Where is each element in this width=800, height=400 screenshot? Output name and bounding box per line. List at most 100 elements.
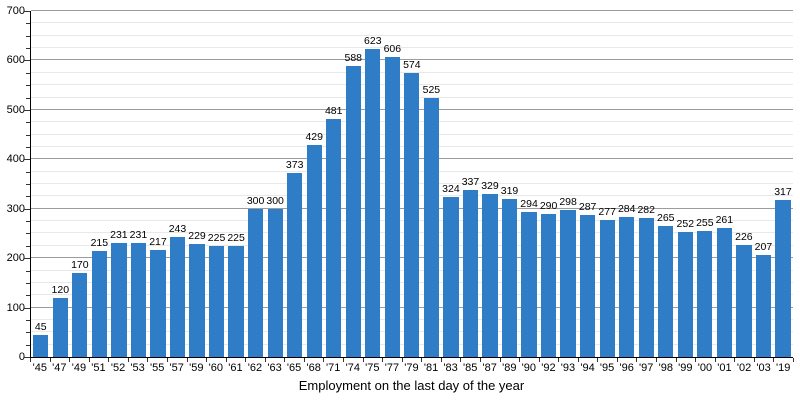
bar-value-label: 287 — [578, 201, 597, 214]
bar — [306, 144, 322, 357]
x-axis-tick — [479, 358, 481, 362]
bar-slot-'71: 481 — [324, 11, 344, 357]
y-minor-tick — [26, 184, 30, 185]
x-axis-tick — [362, 358, 364, 362]
bar-slot-'63: 300 — [265, 11, 285, 357]
bar-slot-'81: 525 — [422, 11, 442, 357]
y-axis-label: 0 — [18, 351, 25, 363]
bar — [91, 250, 107, 357]
y-axis-label: 100 — [6, 301, 25, 314]
x-axis-label: '49 — [71, 362, 87, 374]
bar — [521, 211, 537, 357]
bar — [638, 217, 654, 357]
bar — [677, 232, 693, 357]
bar-value-label: 229 — [188, 229, 206, 242]
x-axis-tick — [166, 358, 168, 362]
x-axis-label: '63 — [267, 362, 282, 374]
x-axis-tick — [69, 358, 71, 362]
bar-slot-'65: 373 — [285, 11, 305, 357]
x-axis-tick — [714, 358, 716, 362]
y-major-tick — [24, 109, 30, 111]
bar — [169, 236, 186, 357]
y-axis-label: 700 — [6, 5, 25, 17]
bar-slot-'51: 215 — [90, 11, 110, 357]
bar-value-label: 265 — [657, 212, 675, 225]
bar-slot-'61: 225 — [226, 11, 246, 357]
bar — [443, 196, 459, 357]
x-axis-label: '77 — [384, 362, 400, 374]
x-axis-tick — [264, 358, 266, 362]
minor-gridline — [31, 47, 793, 49]
bar — [697, 230, 713, 357]
y-axis-label: 300 — [6, 202, 25, 215]
minor-gridline — [31, 34, 793, 36]
bar — [755, 254, 772, 357]
x-axis-tick — [597, 358, 599, 362]
bar-value-label: 252 — [676, 218, 695, 231]
bar-slot-'55: 217 — [148, 11, 168, 357]
bar-slot-'89: 319 — [500, 11, 520, 357]
x-axis-tick — [186, 358, 188, 362]
x-axis-label: '01 — [717, 362, 732, 374]
y-major-tick — [24, 11, 30, 12]
bar-slot-'53: 231 — [129, 11, 149, 357]
x-axis-tick — [675, 358, 677, 362]
bar-value-label: 319 — [500, 185, 519, 198]
bar-slot-'85: 337 — [461, 11, 481, 357]
minor-gridline — [31, 22, 793, 24]
bar-value-label: 45 — [34, 320, 47, 333]
bar — [287, 172, 303, 357]
bar-value-label: 574 — [403, 59, 421, 72]
x-axis-label: '68 — [306, 362, 321, 374]
bar-value-label: 261 — [715, 214, 734, 226]
x-axis-label: '59 — [189, 362, 204, 374]
x-axis-label: '96 — [619, 362, 634, 374]
y-axis-label: 500 — [6, 103, 25, 116]
y-minor-tick — [26, 146, 30, 148]
y-axis-label: 600 — [6, 54, 25, 67]
y-axis-label: 200 — [6, 252, 25, 265]
bar-slot-'68: 429 — [304, 11, 324, 357]
x-axis-tick — [225, 358, 227, 362]
bar — [365, 49, 381, 357]
bar — [384, 57, 400, 357]
bars-container: 45 120 170 215 231 231 217 243 229 225 225 300 300 37… — [31, 11, 793, 357]
bar-value-label: 170 — [71, 258, 89, 271]
x-axis-tick — [303, 358, 305, 362]
x-axis-label: '89 — [502, 362, 517, 374]
x-axis-label: '00 — [697, 362, 713, 374]
x-axis-label: '62 — [247, 362, 263, 374]
bar-value-label: 429 — [305, 130, 323, 143]
x-axis-label: '94 — [580, 362, 595, 374]
y-minor-tick — [26, 221, 30, 223]
bar — [619, 216, 635, 357]
bar — [33, 334, 49, 357]
bar-slot-'79: 574 — [402, 11, 422, 357]
bar — [267, 208, 283, 357]
y-minor-tick — [26, 122, 30, 124]
x-axis-label: '95 — [599, 362, 615, 374]
bar-value-label: 298 — [559, 195, 577, 208]
y-minor-tick — [26, 295, 30, 297]
bar-value-label: 277 — [598, 206, 616, 219]
major-gridline — [31, 10, 793, 11]
bar — [208, 245, 225, 357]
bar-value-label: 226 — [735, 231, 753, 244]
bar-slot-'90: 294 — [519, 11, 539, 357]
y-axis-label: 400 — [6, 153, 25, 166]
x-axis-label: '45 — [32, 362, 47, 374]
x-axis-label: '98 — [658, 362, 673, 374]
x-axis-label: '57 — [169, 362, 184, 374]
x-axis-tick — [695, 358, 697, 362]
bar-value-label: 215 — [90, 236, 109, 249]
x-axis-label: '55 — [149, 362, 165, 374]
x-axis-title: Employment on the last day of the year — [298, 378, 525, 393]
bar-value-label: 207 — [754, 240, 773, 253]
y-minor-tick — [26, 97, 30, 99]
x-axis-tick — [734, 358, 736, 362]
y-minor-tick — [26, 196, 30, 198]
x-axis-label: '99 — [678, 362, 693, 374]
x-axis-label: '92 — [541, 362, 556, 374]
y-minor-tick — [26, 332, 30, 334]
x-axis-tick — [558, 358, 560, 362]
